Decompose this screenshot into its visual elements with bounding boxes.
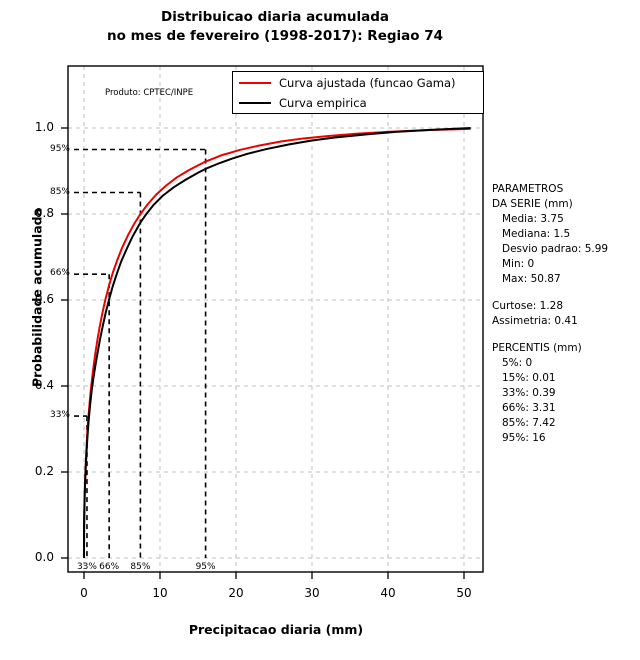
stat-max: Max: 50.87 (502, 273, 561, 285)
stat-mediana: Mediana: 1.5 (502, 228, 571, 240)
chart-title: Distribuicao diaria acumulada no mes de … (60, 8, 490, 46)
x-axis-title: Precipitacao diaria (mm) (188, 622, 364, 637)
params-heading-line-2: DA SERIE (mm) (492, 198, 573, 210)
percentile-label-x: 33% (76, 562, 97, 572)
y-tick-label: 1.0 (34, 120, 54, 134)
stat-media: Media: 3.75 (502, 213, 564, 225)
y-tick-label: 0.0 (34, 550, 54, 564)
percentile-label-y: 33% (49, 410, 70, 421)
x-tick-label: 0 (80, 586, 88, 600)
x-tick-label: 10 (152, 586, 168, 600)
percentil-66: 66%: 3.31 (502, 402, 556, 414)
chart-title-line-2: no mes de fevereiro (1998-2017): Regiao … (106, 28, 444, 44)
stat-min: Min: 0 (502, 258, 535, 270)
percentil-5: 5%: 0 (502, 357, 533, 369)
percentile-label-x: 95% (195, 562, 216, 572)
legend-swatch-empirical (239, 102, 271, 104)
gridlines (68, 66, 483, 572)
stat-curtose: Curtose: 1.28 (492, 300, 564, 312)
percentile-label-y: 85% (49, 186, 70, 197)
percentile-label-x: 66% (99, 562, 120, 572)
percentile-guides (74, 148, 207, 558)
legend-label-fitted: Curva ajustada (funcao Gama) (279, 76, 456, 90)
percentil-33: 33%: 0.39 (502, 387, 556, 399)
legend-label-empirical: Curva empirica (279, 96, 367, 110)
stat-desvio-padrao: Desvio padrao: 5.99 (502, 243, 609, 255)
chart-title-line-1: Distribuicao diaria acumulada (160, 9, 389, 25)
stats-spacer-1 (492, 287, 640, 299)
x-tick-label: 50 (456, 586, 472, 600)
percentile-label-y: 95% (49, 143, 70, 154)
percentis-heading: PERCENTIS (mm) (492, 342, 582, 354)
percentile-label-y: 66% (49, 268, 70, 279)
tick-marks (61, 127, 465, 579)
statistics-panel: PARAMETROS DA SERIE (mm) Media: 3.75 Med… (492, 182, 640, 446)
x-tick-label: 20 (228, 586, 244, 600)
empirical-curve (83, 127, 471, 558)
percentile-label-x: 85% (130, 562, 151, 572)
product-annotation: Produto: CPTEC/INPE (105, 88, 194, 98)
y-tick-label: 0.6 (34, 292, 54, 306)
percentil-85: 85%: 7.42 (502, 417, 556, 429)
percentil-95: 95%: 16 (502, 432, 546, 444)
fitted-curve (83, 127, 471, 559)
percentil-15: 15%: 0.01 (502, 372, 556, 384)
y-tick-label: 0.4 (34, 378, 54, 392)
stat-assimetria: Assimetria: 0.41 (492, 315, 578, 327)
legend-item-empirical: Curva empirica (239, 93, 367, 113)
legend-item-fitted: Curva ajustada (funcao Gama) (239, 73, 456, 93)
x-tick-label: 40 (380, 586, 396, 600)
chart-legend: Curva ajustada (funcao Gama) Curva empir… (232, 71, 484, 114)
y-tick-label: 0.8 (34, 206, 54, 220)
x-tick-label: 30 (304, 586, 320, 600)
params-heading-line-1: PARAMETROS (492, 183, 564, 195)
stats-spacer-2 (492, 329, 640, 341)
y-tick-label: 0.2 (34, 464, 54, 478)
legend-swatch-fitted (239, 82, 271, 84)
plot-frame (67, 65, 484, 573)
